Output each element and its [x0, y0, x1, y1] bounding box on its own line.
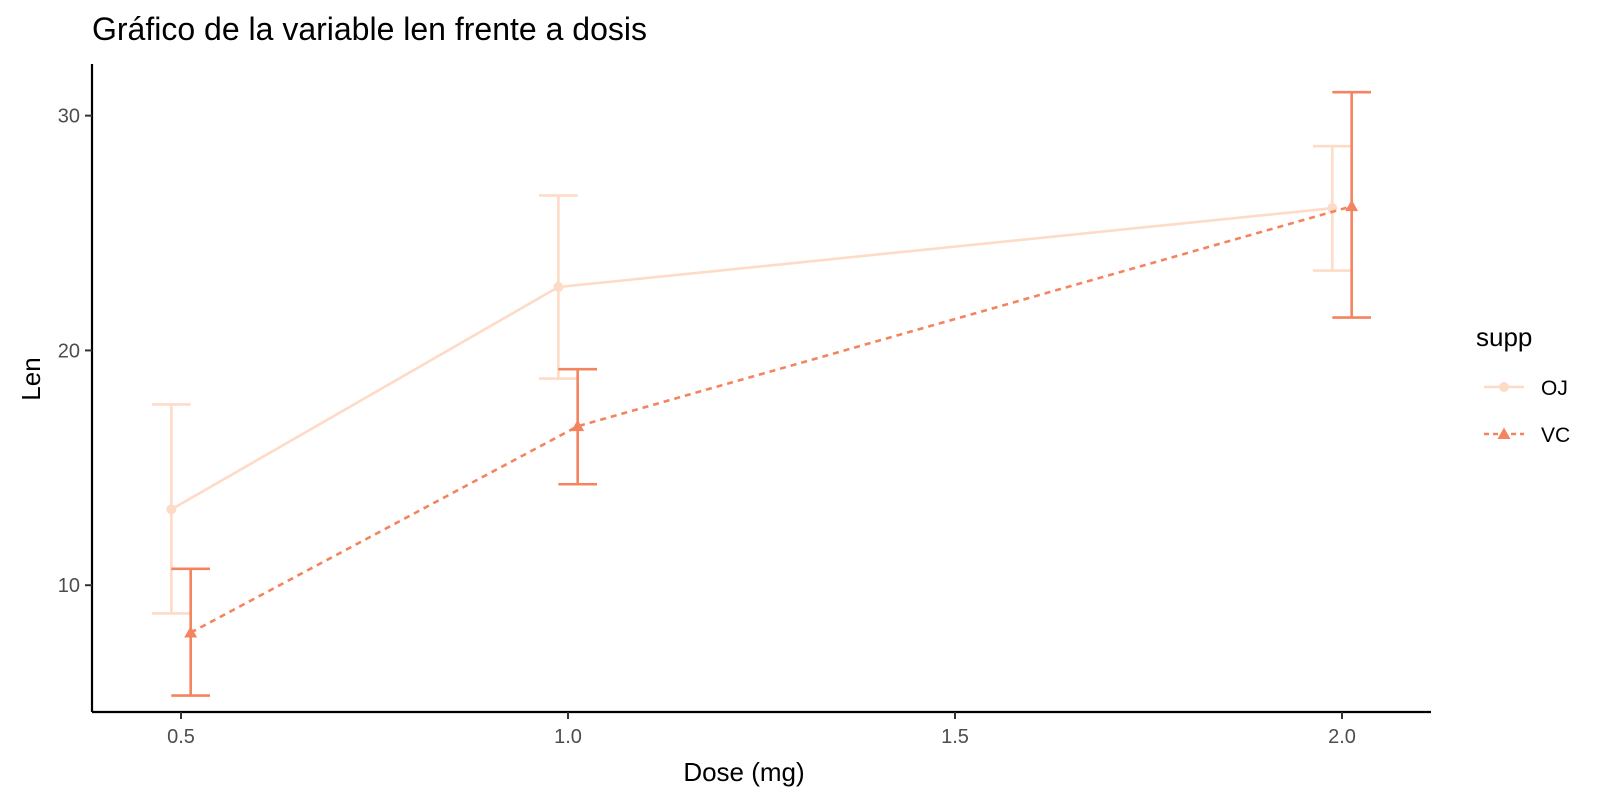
- series-oj: [151, 144, 1352, 615]
- data-point: [184, 626, 198, 638]
- series-line: [190, 205, 1353, 634]
- series-vc: [171, 90, 1372, 697]
- legend-entry-vc: VC: [1484, 424, 1570, 447]
- series-line: [170, 206, 1333, 511]
- x-axis-title: Dose (mg): [683, 757, 804, 787]
- legend-entry-oj: OJ: [1484, 377, 1568, 400]
- y-tick-label: 10: [58, 575, 80, 597]
- legend-marker: [1499, 382, 1509, 392]
- x-tick-label: 1.0: [554, 726, 582, 748]
- data-point: [571, 419, 585, 432]
- x-tick-label: 0.5: [167, 726, 195, 748]
- x-tick-label: 1.5: [941, 726, 969, 748]
- y-tick-label: 30: [58, 106, 80, 128]
- legend: supp OJ VC: [1476, 322, 1570, 447]
- plot-area: [151, 90, 1372, 697]
- legend-marker: [1497, 427, 1511, 439]
- legend-title: supp: [1476, 322, 1532, 352]
- x-tick-label: 2.0: [1328, 726, 1356, 748]
- data-point: [1345, 199, 1359, 212]
- legend-label: VC: [1541, 424, 1570, 447]
- chart-title: Gráfico de la variable len frente a dosi…: [92, 11, 647, 47]
- y-tick-label: 20: [58, 340, 80, 362]
- axes: 0.5 1.0 1.5 2.0 10 20 30: [58, 64, 1431, 748]
- y-axis-title: Len: [16, 357, 46, 400]
- data-point: [553, 282, 564, 293]
- data-point: [166, 504, 177, 515]
- legend-label: OJ: [1541, 377, 1568, 400]
